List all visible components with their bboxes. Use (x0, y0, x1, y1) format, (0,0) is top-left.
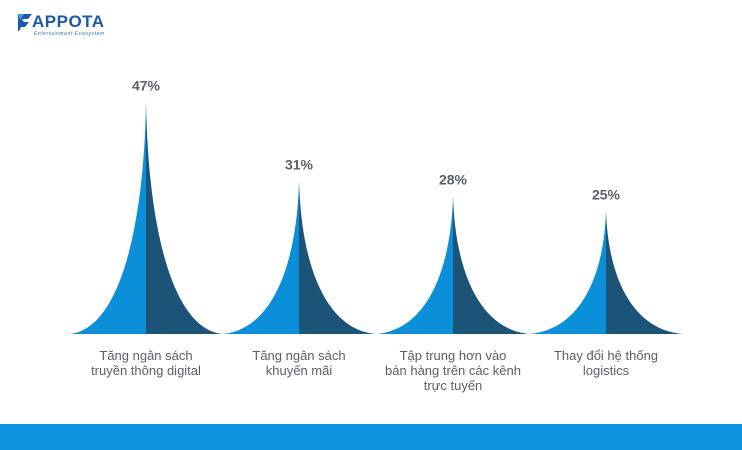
brand-tagline: Entertainment Ecosystem (34, 31, 105, 37)
peak-left-2 (222, 180, 299, 334)
peak-left-1 (69, 101, 146, 334)
category-label-line: bán hàng trên các kênh (385, 363, 521, 378)
appota-logo: APPOTA Entertainment Ecosystem (16, 12, 126, 40)
value-label-4: 25% (592, 186, 621, 202)
category-label-3: Tập trung hơn vào bán hàng trên các kênh t… (378, 348, 528, 393)
peak-right-4 (606, 210, 683, 334)
peak-chart: 47% 31% 28% 25% (69, 77, 683, 334)
value-label-3: 28% (439, 171, 468, 187)
category-label-line: logistics (582, 363, 630, 378)
category-label-line: Tăng ngân sách (99, 348, 193, 363)
peak-right-2 (299, 180, 376, 334)
peak-right-3 (453, 195, 530, 334)
category-label-line: Tăng ngân sách (252, 348, 346, 363)
category-label-line: Tập trung hơn vào (399, 348, 507, 363)
category-label-4: Thay đổi hệ thống logistics (531, 348, 681, 378)
peak-right-1 (146, 101, 223, 334)
peak-left-3 (376, 195, 453, 334)
category-label-2: Tăng ngân sách khuyến mãi (224, 348, 374, 378)
value-label-2: 31% (285, 157, 314, 173)
value-label-1: 47% (132, 77, 161, 93)
brand-name: APPOTA (32, 12, 105, 31)
peak-left-4 (529, 210, 606, 334)
appota-logo-icon (18, 14, 32, 31)
category-label-1: Tăng ngân sách truyền thông digital (71, 348, 221, 378)
category-label-line: khuyến mãi (265, 363, 333, 378)
category-label-line: trực tuyến (423, 378, 483, 393)
category-label-line: Thay đổi hệ thống (553, 348, 659, 363)
footer-bar (0, 424, 742, 450)
category-label-line: truyền thông digital (91, 363, 201, 378)
